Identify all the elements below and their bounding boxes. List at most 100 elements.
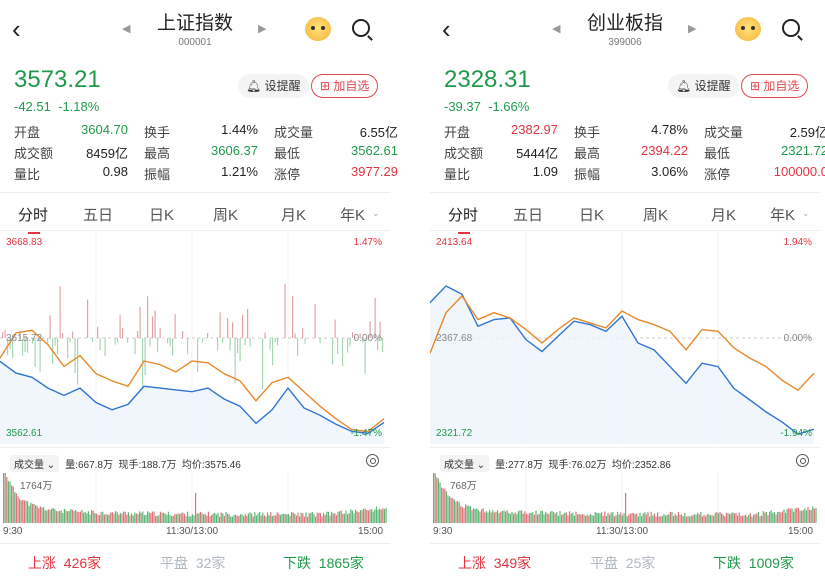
next-index-icon[interactable]: ▶ [688,23,697,35]
set-alert-button[interactable]: 🔔︎ 设提醒 [238,74,309,98]
volume-bar [366,509,368,523]
back-button[interactable]: ‹ [442,14,451,44]
settings-icon[interactable] [366,454,379,467]
mascot-icon[interactable] [305,17,331,41]
set-alert-button[interactable]: 🔔︎ 设提醒 [668,74,739,98]
volume-bar [145,514,147,523]
volume-bar [334,513,336,523]
volume-chart[interactable] [430,473,820,525]
volume-bar [593,515,595,523]
volume-bar [155,516,157,523]
volume-indicator-select[interactable]: 成交量 ⌄ [10,455,60,472]
volume-bar [642,513,644,523]
volume-bar [442,488,444,523]
volume-bar [772,512,774,523]
intraday-chart[interactable] [0,232,390,444]
stat-label: 开盘 [444,125,471,140]
volume-bar [263,515,265,523]
volume-bar [756,513,758,523]
volume-chart[interactable] [0,473,390,525]
stat-label: 最高 [144,146,171,161]
current-hand: 现手:76.02万 [548,460,607,471]
flow-bar [314,304,316,338]
tab-0[interactable]: 分时 [18,204,48,234]
flow-bar [87,299,89,338]
volume-bar [697,512,699,523]
volume-bar [543,514,545,523]
back-button[interactable]: ‹ [12,14,21,44]
prev-index-icon[interactable]: ◀ [122,23,131,35]
stat-value: 6.55亿 [359,125,398,140]
stat-label: 最低 [274,146,301,161]
volume-bar [79,511,81,523]
add-watchlist-label: 加自选 [763,79,800,93]
volume-bar [315,516,317,523]
flow-bar [249,338,251,347]
prev-index-icon[interactable]: ◀ [552,23,561,35]
flow-bar [362,338,364,343]
mascot-icon[interactable] [735,17,761,41]
time-end: 15:00 [358,526,384,537]
volume-value: 量:667.8万 [65,460,113,471]
volume-indicator-select[interactable]: 成交量 ⌄ [440,455,490,472]
tab-5[interactable]: 年K [770,207,796,224]
volume-bar [241,514,243,523]
stat-label: 成交量 [274,125,314,140]
volume-bar [214,512,216,523]
add-watchlist-button[interactable]: ⊞ 加自选 [741,74,809,98]
volume-bar [68,510,70,523]
tab-3[interactable]: 周K [643,207,669,224]
flow-bar [144,338,146,376]
chevron-down-icon[interactable]: ⌄ [802,208,810,218]
volume-bar [615,515,617,523]
volume-bar [591,515,593,523]
stat-value: 8459亿 [86,146,128,161]
tab-1[interactable]: 五日 [513,207,544,224]
tab-4[interactable]: 月K [711,207,737,224]
axis-mid-price: 3615.72 [6,333,43,344]
add-watchlist-button[interactable]: ⊞ 加自选 [311,74,379,98]
intraday-chart[interactable] [430,232,820,444]
volume-bar [529,513,531,523]
tab-2[interactable]: 日K [149,207,175,224]
chevron-down-icon[interactable]: ⌄ [372,208,380,218]
flow-bar [277,338,279,346]
volume-bar [113,513,115,523]
volume-bar [719,512,721,523]
volume-bar [637,516,639,523]
tab-0[interactable]: 分时 [448,204,478,234]
volume-bar [180,513,182,523]
volume-bar [159,511,161,523]
volume-bar [522,513,524,523]
volume-bar [545,511,547,523]
volume-bar [751,516,753,523]
search-icon[interactable] [782,19,800,37]
next-index-icon[interactable]: ▶ [258,23,267,35]
tab-5[interactable]: 年K [340,207,366,224]
volume-bar [793,511,795,523]
stat-label: 量比 [14,167,41,182]
volume-bar [27,501,29,523]
stat-value: 100000.0 [773,164,825,179]
volume-bar [481,509,483,523]
tab-3[interactable]: 周K [213,207,239,224]
flow-bar [77,338,79,385]
volume-bar [450,497,452,523]
flow-bar [54,338,56,346]
volume-bar [199,511,201,523]
stat-value: 3.06% [651,164,688,179]
volume-bar [70,509,72,523]
volume-bar [537,514,539,523]
volume-bar [175,514,177,523]
search-icon[interactable] [352,19,370,37]
volume-bar [540,511,542,523]
tab-4[interactable]: 月K [281,207,307,224]
index-panel: ‹ ◀ ▶ 创业板指 399006 2328.31 -39.37 -1.66% … [430,0,825,582]
volume-bar [471,509,473,523]
price-change: -42.51 -1.18% [14,99,99,114]
volume-bar [487,512,489,523]
volume-bar [681,514,683,523]
tab-2[interactable]: 日K [579,207,605,224]
tab-1[interactable]: 五日 [83,207,114,224]
settings-icon[interactable] [796,454,809,467]
